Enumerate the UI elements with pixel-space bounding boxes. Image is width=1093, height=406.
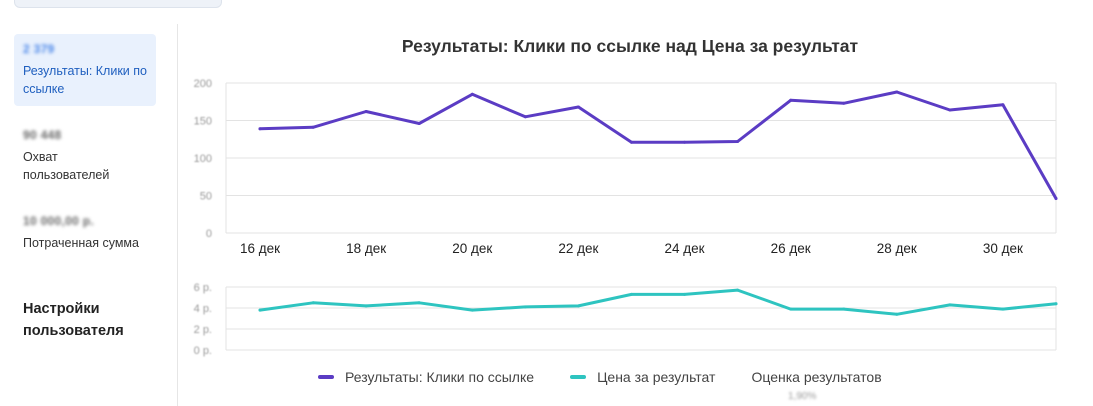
- data-point-clicks: [629, 140, 633, 144]
- data-point-cost: [311, 301, 315, 305]
- x-tick-label: 20 дек: [452, 241, 492, 256]
- data-point-cost: [1054, 302, 1058, 306]
- metric-label: Охват пользователей: [23, 150, 110, 182]
- data-point-clicks: [895, 90, 899, 94]
- data-point-clicks: [1001, 103, 1005, 107]
- x-tick-label: 24 дек: [665, 241, 705, 256]
- chart-legend: Результаты: Клики по ссылке Цена за резу…: [318, 369, 918, 385]
- legend-item-rating[interactable]: Оценка результатов: [751, 369, 881, 385]
- data-point-cost: [576, 304, 580, 308]
- data-point-cost: [470, 308, 474, 312]
- data-point-cost: [736, 288, 740, 292]
- legend-item-cost[interactable]: Цена за результат: [570, 369, 715, 385]
- series-line-cost: [258, 288, 1058, 316]
- data-point-clicks: [470, 92, 474, 96]
- data-point-cost: [895, 312, 899, 316]
- y-tick-label: 0 р.: [194, 345, 212, 357]
- y-tick-label: 150: [194, 116, 212, 128]
- data-point-clicks: [417, 122, 421, 125]
- metric-link-clicks[interactable]: 2 379 Результаты: Клики по ссылке: [14, 34, 156, 106]
- legend-label: Цена за результат: [597, 369, 716, 385]
- data-point-clicks: [683, 140, 687, 144]
- x-tick-label: 26 дек: [771, 241, 811, 256]
- data-point-clicks: [1054, 197, 1058, 200]
- data-point-clicks: [576, 105, 580, 109]
- data-point-clicks: [842, 101, 846, 105]
- data-point-cost: [683, 292, 687, 296]
- data-point-cost: [842, 307, 846, 311]
- metric-reach[interactable]: 90 448 Охват пользователей: [14, 120, 156, 192]
- data-point-cost: [948, 303, 952, 307]
- metric-value: 2 379: [23, 42, 55, 56]
- legend-swatch-cost: [570, 375, 587, 379]
- data-point-clicks: [258, 127, 262, 131]
- legend-swatch-clicks: [318, 375, 334, 379]
- x-tick-label: 28 дек: [877, 241, 917, 256]
- data-point-cost: [364, 304, 368, 308]
- legend-item-clicks[interactable]: Результаты: Клики по ссылке: [318, 369, 534, 385]
- y-tick-label: 0: [206, 228, 212, 240]
- y-tick-label: 100: [194, 153, 212, 165]
- legend-rating-value: 1,90%: [788, 391, 817, 402]
- metrics-sidebar: 2 379 Результаты: Клики по ссылке 90 448…: [0, 24, 178, 406]
- data-point-cost: [523, 305, 527, 309]
- data-point-clicks: [364, 110, 368, 113]
- y-tick-label: 6 р.: [194, 282, 212, 294]
- metric-value: 90 448: [23, 128, 62, 142]
- x-tick-label: 22 дек: [558, 241, 598, 256]
- data-point-cost: [417, 301, 421, 305]
- data-point-cost: [789, 307, 793, 311]
- legend-label: Оценка результатов: [751, 369, 882, 385]
- data-point-clicks: [948, 108, 952, 112]
- metric-label: Потраченная сумма: [23, 236, 139, 250]
- x-tick-label: 30 дек: [983, 241, 1023, 256]
- x-tick-label: 18 дек: [346, 241, 386, 256]
- data-point-cost: [258, 308, 262, 312]
- series-line-clicks: [258, 90, 1058, 200]
- y-tick-label: 4 р.: [194, 303, 212, 315]
- metric-value: 10 000,00 р.: [23, 214, 94, 228]
- legend-label: Результаты: Клики по ссылке: [345, 369, 535, 385]
- data-point-clicks: [736, 140, 740, 143]
- top-panel-edge: [14, 0, 222, 8]
- user-settings-link[interactable]: Настройки пользователя: [23, 301, 124, 339]
- data-point-cost: [629, 292, 633, 296]
- data-point-cost: [1001, 307, 1005, 311]
- y-tick-label: 50: [200, 191, 212, 203]
- data-point-clicks: [311, 125, 315, 129]
- y-tick-label: 200: [194, 78, 212, 90]
- metric-spend[interactable]: 10 000,00 р. Потраченная сумма: [14, 206, 156, 260]
- x-tick-label: 16 дек: [240, 241, 280, 256]
- y-tick-label: 2 р.: [194, 324, 212, 336]
- chart-title: Результаты: Клики по ссылке над Цена за …: [401, 36, 859, 56]
- metric-label: Результаты: Клики по ссылке: [23, 64, 147, 96]
- data-point-clicks: [523, 115, 527, 119]
- data-point-clicks: [789, 98, 793, 102]
